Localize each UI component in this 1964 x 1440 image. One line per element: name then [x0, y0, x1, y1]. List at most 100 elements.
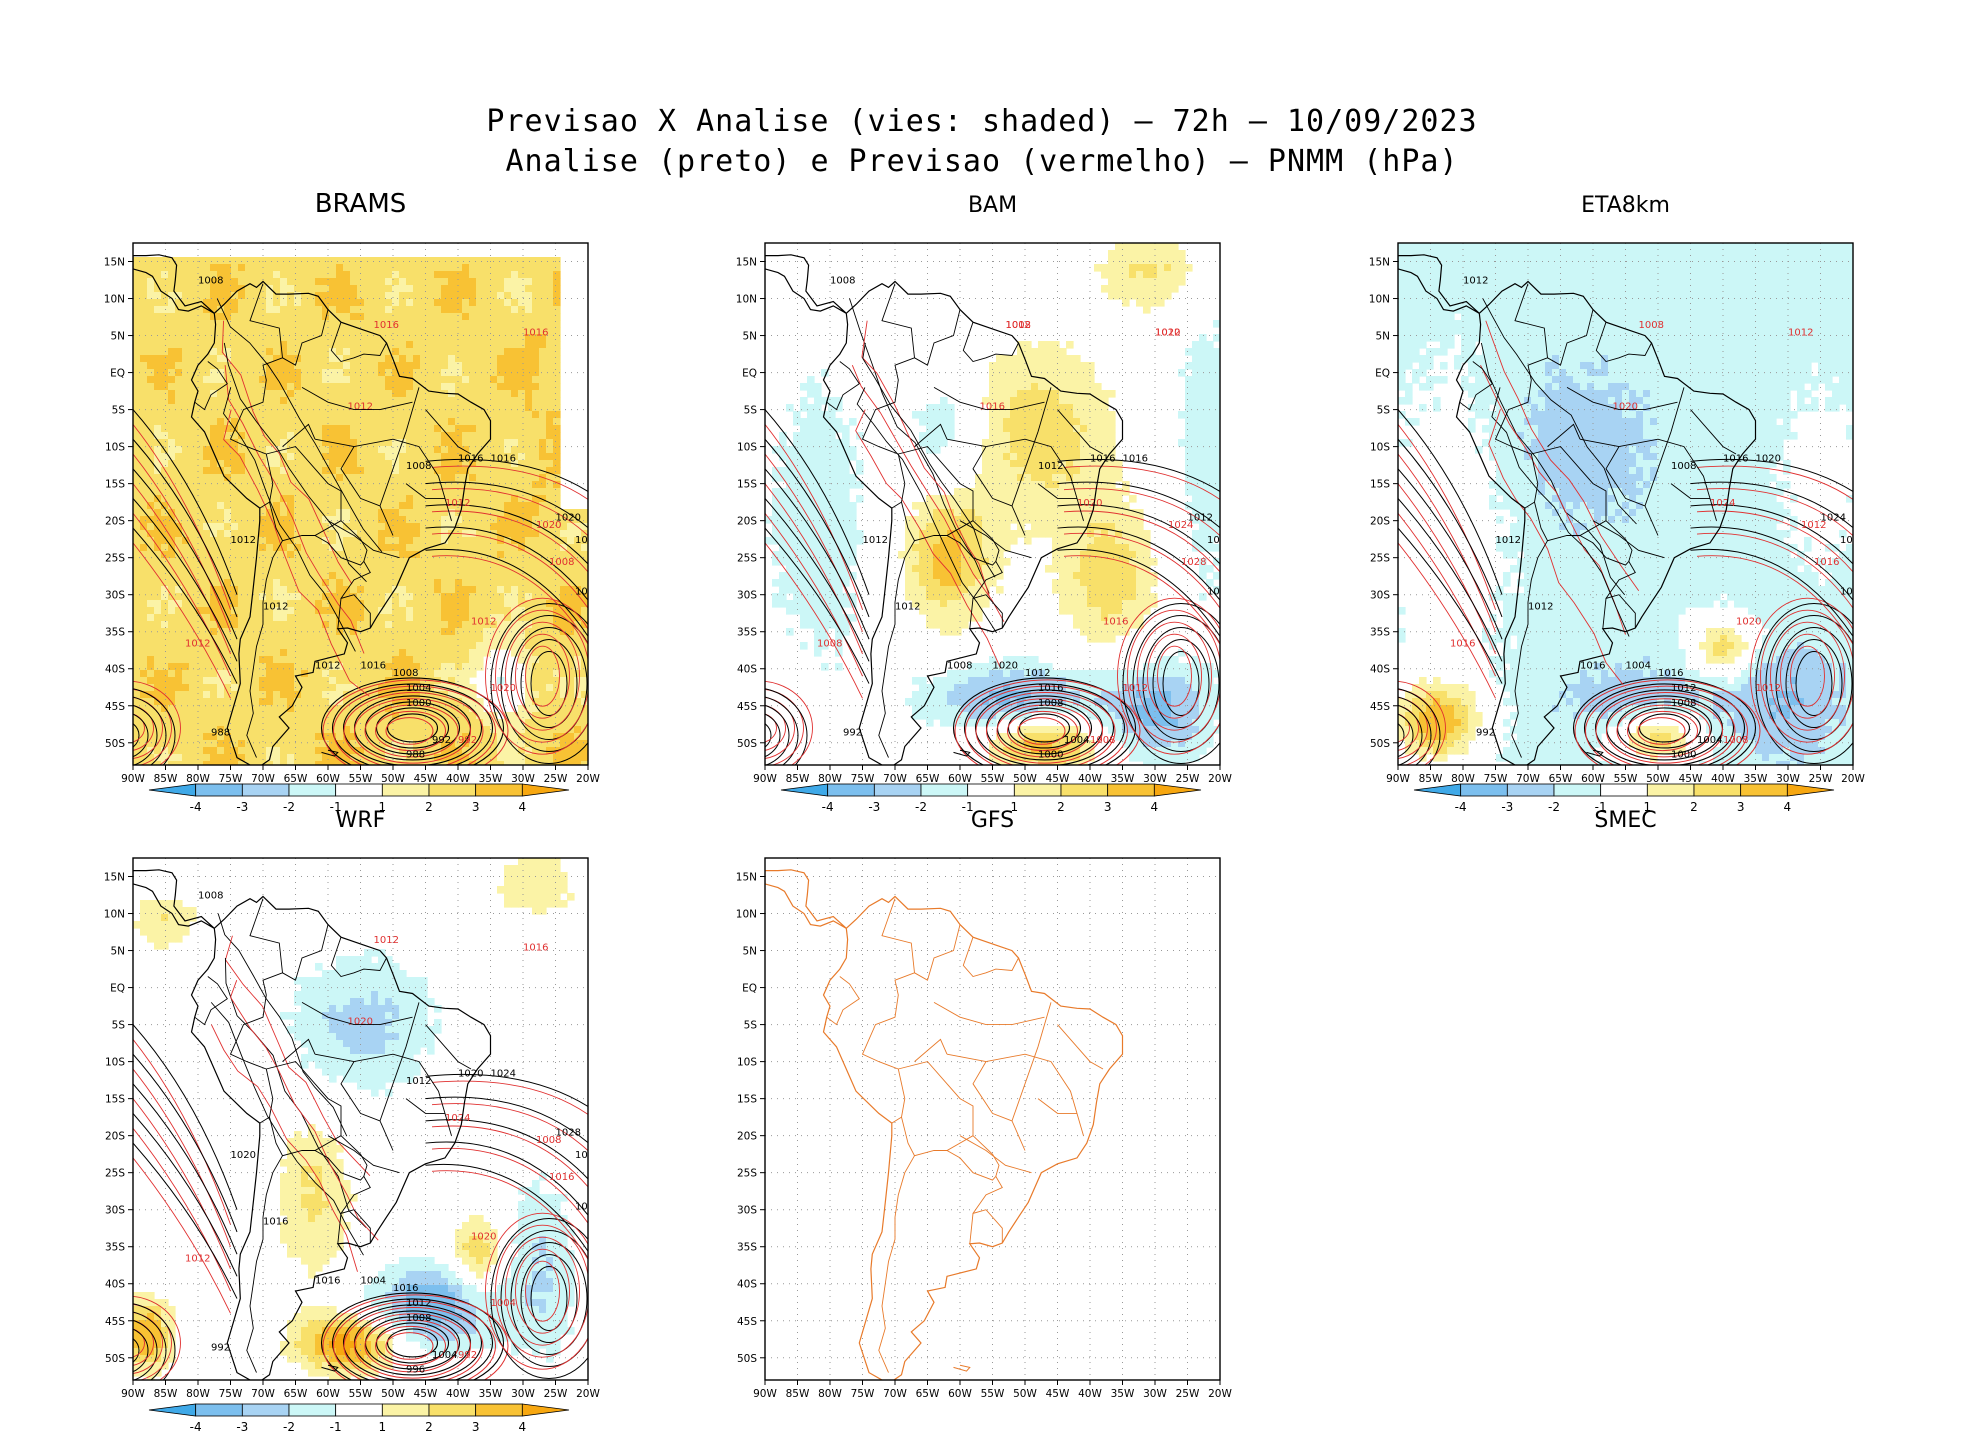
isobar-label-analysis: 1008 — [1038, 698, 1063, 709]
isobar-label-forecast: 1020 — [491, 683, 516, 694]
isobar-label-analysis: 1012 — [895, 602, 920, 613]
lat-label: 15S — [105, 1094, 125, 1106]
isobar-label-analysis: 1028 — [588, 564, 613, 575]
isobar-label-analysis: 992 — [432, 735, 451, 746]
isobar-label-analysis: 1012 — [406, 1076, 431, 1087]
isobar-label-forecast: 1012 — [1801, 520, 1826, 531]
isobar-label-analysis: 1000 — [1038, 750, 1063, 761]
lat-label: 30S — [1370, 590, 1390, 602]
isobar-label-analysis: 1004 — [432, 1350, 457, 1361]
isobar-label-analysis: 1016 — [1658, 668, 1683, 679]
lat-label: 5S — [1377, 405, 1391, 417]
lat-label: 10N — [1369, 294, 1390, 306]
lon-label: 35W — [479, 1388, 503, 1400]
isobar-label-analysis: 1008 — [198, 891, 223, 902]
isobar-label-analysis: 1012 — [1671, 683, 1696, 694]
lat-label: 50S — [105, 1353, 125, 1365]
lon-label: 55W — [349, 1388, 373, 1400]
isobar-label-analysis: 1008 — [406, 1313, 431, 1324]
colorbar-swatch — [1787, 784, 1834, 796]
isobar-label-analysis: 1016 — [458, 453, 483, 464]
isobar-label-forecast: 1008 — [536, 1135, 561, 1146]
lat-label: 45S — [737, 1316, 757, 1328]
map-panel-gfs: 15N10N5NEQ5S10S15S20S25S30S35S40S45S50S9… — [710, 853, 1245, 1415]
lat-label: 15N — [104, 257, 125, 269]
isobar-label-forecast: 1020 — [536, 520, 561, 531]
isobar-label-analysis: 1008 — [406, 461, 431, 472]
colorbar-swatch — [382, 1404, 429, 1416]
lat-label: 15S — [737, 1094, 757, 1106]
isobar-label-forecast: 1016 — [374, 320, 399, 331]
isobar-label-analysis: 1016 — [491, 453, 516, 464]
lat-label: 20S — [737, 516, 757, 528]
lon-label: 85W — [154, 1388, 178, 1400]
lon-label: 25W — [1176, 1388, 1200, 1400]
lon-label: 90W — [121, 1388, 145, 1400]
lat-label: 20S — [105, 516, 125, 528]
lat-label: 25S — [105, 553, 125, 565]
isobar-label-analysis: 1024 — [491, 1068, 516, 1079]
isobar-label-forecast: 1020 — [471, 1231, 496, 1242]
panel-title: GFS — [765, 808, 1220, 833]
lon-label: 75W — [219, 1388, 243, 1400]
lat-label: 35S — [1370, 627, 1390, 639]
lat-label: 45S — [105, 701, 125, 713]
lat-label: 20S — [737, 1131, 757, 1143]
lat-label: 50S — [737, 1353, 757, 1365]
axis-labels: 15N10N5NEQ5S10S15S20S25S30S35S40S45S50S9… — [736, 872, 1233, 1400]
lat-label: EQ — [742, 983, 757, 995]
colorbar-tick: -4 — [190, 1420, 202, 1434]
isobar-label-analysis: 1004 — [406, 683, 431, 694]
isobar-label-analysis: 1008 — [393, 668, 418, 679]
lat-label: 40S — [105, 1279, 125, 1291]
isobar-label-forecast: 992 — [458, 735, 477, 746]
isobar-label-forecast: 1024 — [1168, 520, 1193, 531]
lon-label: 45W — [1046, 1388, 1070, 1400]
lon-label: 65W — [916, 1388, 940, 1400]
lon-label: 45W — [414, 1388, 438, 1400]
lat-label: 15S — [105, 479, 125, 491]
isobar-label-forecast: 1020 — [1077, 498, 1102, 509]
figure-title-line1: Previsao X Analise (vies: shaded) – 72h … — [0, 104, 1964, 139]
colorbar-tick: -3 — [236, 1420, 248, 1434]
isobar-label-forecast: 1028 — [1181, 557, 1206, 568]
isobar-label-forecast: 1008 — [1090, 735, 1115, 746]
lat-label: 20S — [105, 1131, 125, 1143]
lat-label: 50S — [105, 738, 125, 750]
isobar-label-analysis: 1012 — [315, 661, 340, 672]
colorbar-swatch — [289, 784, 336, 796]
colorbar-tick: 1 — [379, 1420, 387, 1434]
isobar-label-forecast: 1012 — [1123, 683, 1148, 694]
lon-label: 25W — [544, 1388, 568, 1400]
lon-label: 80W — [186, 1388, 210, 1400]
lon-label: 30W — [1143, 1388, 1167, 1400]
colorbar-tick: -1 — [330, 1420, 342, 1434]
lat-label: EQ — [110, 983, 125, 995]
colorbar-tick: 2 — [425, 1420, 433, 1434]
lat-label: 5N — [742, 946, 757, 958]
lat-label: 50S — [737, 738, 757, 750]
isobar-label-analysis: 996 — [406, 1365, 425, 1376]
lat-label: 30S — [105, 1205, 125, 1217]
isobar-label-forecast: 1020 — [1155, 328, 1180, 339]
lat-label: 45S — [737, 701, 757, 713]
colorbar-swatch — [196, 1404, 243, 1416]
colorbar-swatch — [781, 784, 828, 796]
isobar-label-analysis: 1000 — [1671, 750, 1696, 761]
lat-label: 25S — [1370, 553, 1390, 565]
colorbar-tick: 3 — [472, 1420, 480, 1434]
isobar-label-forecast: 1020 — [1736, 616, 1761, 627]
lat-label: 40S — [105, 664, 125, 676]
lat-label: 15N — [1369, 257, 1390, 269]
isobar-label-analysis: 1012 — [1463, 276, 1488, 287]
colorbar-swatch — [429, 1404, 476, 1416]
lat-label: 35S — [105, 1242, 125, 1254]
panel-title: BRAMS — [133, 189, 588, 219]
isobar-label-analysis: 1004 — [1064, 735, 1089, 746]
figure-title-line2: Analise (preto) e Previsao (vermelho) – … — [0, 144, 1964, 179]
isobar-label-analysis: 1012 — [1025, 668, 1050, 679]
isobar-label-forecast: 1012 — [1788, 328, 1813, 339]
lat-label: 30S — [105, 590, 125, 602]
